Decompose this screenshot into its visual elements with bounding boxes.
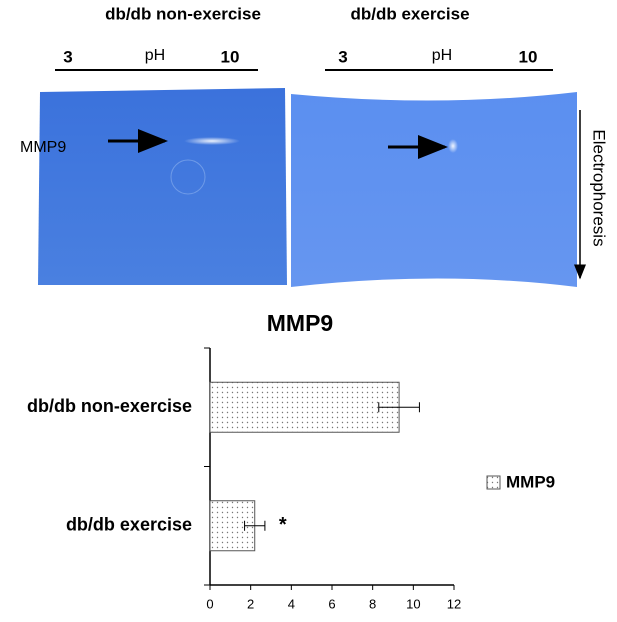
ph-label: pH — [432, 47, 452, 64]
x-tick-label: 2 — [247, 596, 254, 611]
band-label: MMP9 — [20, 139, 66, 156]
direction-label: Electrophoresis — [590, 129, 609, 246]
x-tick-label: 12 — [447, 596, 461, 611]
legend-swatch — [486, 475, 501, 490]
gel-image — [291, 92, 577, 287]
chart-title: MMP9 — [267, 310, 333, 336]
bar — [209, 381, 400, 433]
error-bar — [244, 520, 266, 531]
ph-label: pH — [145, 47, 165, 64]
legend-label: MMP9 — [506, 472, 555, 491]
gel-band — [448, 139, 458, 153]
x-tick-label: 6 — [328, 596, 335, 611]
x-tick-label: 0 — [206, 596, 213, 611]
gel-band — [184, 137, 240, 145]
gel-title: db/db exercise — [350, 4, 469, 23]
significance-mark: * — [279, 514, 287, 536]
ph-low: 3 — [338, 47, 347, 66]
ph-high: 10 — [519, 47, 538, 66]
gel-title: db/db non-exercise — [105, 4, 261, 23]
plot: 0 2 4 6 8 10 12 db/db non-exercise db/db exercis… — [27, 347, 555, 611]
x-tick-label: 10 — [406, 596, 420, 611]
x-tick-label: 8 — [369, 596, 376, 611]
gel-artifact — [170, 159, 206, 195]
category-label: db/db non-exercise — [27, 396, 192, 416]
ph-high: 10 — [221, 47, 240, 66]
category-label: db/db exercise — [66, 515, 192, 535]
gel-image — [38, 88, 287, 285]
ph-low: 3 — [63, 47, 72, 66]
x-tick-label: 4 — [288, 596, 295, 611]
error-bar — [378, 402, 420, 413]
